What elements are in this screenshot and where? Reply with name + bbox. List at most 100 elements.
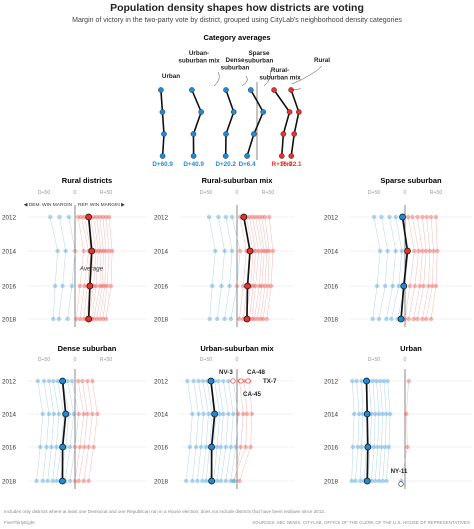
district-point xyxy=(259,283,264,289)
district-point xyxy=(101,248,106,254)
district-point xyxy=(56,316,62,322)
district-point xyxy=(183,478,189,484)
district-point xyxy=(376,411,382,417)
x-tick-label: 0 xyxy=(404,190,407,196)
district-point xyxy=(370,316,375,322)
district-point xyxy=(223,214,229,220)
district-point xyxy=(267,214,272,220)
average-point xyxy=(158,87,164,93)
district-point xyxy=(67,444,73,450)
district-trace xyxy=(234,380,244,482)
district-point xyxy=(82,214,87,220)
district-point xyxy=(110,248,115,254)
district-trace xyxy=(83,216,92,320)
district-point xyxy=(82,444,87,450)
district-point xyxy=(63,248,68,254)
district-point xyxy=(97,214,103,220)
district-trace xyxy=(378,380,383,482)
annotated-point xyxy=(230,378,236,384)
panel-title: Dense suburban xyxy=(58,344,117,353)
district-trace xyxy=(102,216,110,320)
average-point xyxy=(246,247,254,255)
district-point xyxy=(106,248,112,254)
district-point xyxy=(386,444,392,450)
year-label: 2014 xyxy=(2,412,17,419)
district-point xyxy=(196,378,201,384)
district-point xyxy=(223,444,229,450)
average-point xyxy=(260,109,267,115)
district-point xyxy=(228,478,233,484)
district-trace xyxy=(69,380,79,482)
average-line xyxy=(160,89,165,157)
averages-title: Category averages xyxy=(203,33,270,42)
average-point xyxy=(296,109,302,115)
district-point xyxy=(237,248,243,254)
average-line xyxy=(87,216,93,320)
district-point xyxy=(203,444,209,450)
x-tick-label: D+50 xyxy=(200,357,213,363)
district-trace xyxy=(47,380,55,482)
district-point xyxy=(85,378,90,384)
district-trace xyxy=(74,380,84,482)
district-trace xyxy=(360,380,364,482)
district-point xyxy=(373,411,378,417)
district-point xyxy=(241,283,246,289)
district-point xyxy=(236,411,241,417)
average-line xyxy=(273,89,291,157)
district-point xyxy=(35,378,40,384)
district-point xyxy=(206,411,211,417)
district-point xyxy=(374,283,380,289)
average-series-rural: R+22.1 Rural xyxy=(281,57,330,168)
district-point xyxy=(426,283,431,289)
x-tick-label: R+50 xyxy=(100,190,113,196)
district-point xyxy=(243,444,248,450)
district-point xyxy=(378,378,383,384)
district-trace xyxy=(224,216,233,320)
district-point xyxy=(405,214,411,220)
average-point xyxy=(363,410,371,418)
district-point xyxy=(410,214,415,220)
district-point xyxy=(427,248,432,254)
district-panels: Rural districts D+50 0 R+50 ◀ DEM. WIN MARGI… xyxy=(2,176,472,489)
district-point xyxy=(389,316,394,322)
district-point xyxy=(420,316,425,322)
district-trace xyxy=(374,380,380,482)
district-trace xyxy=(79,216,89,320)
district-trace xyxy=(386,216,396,320)
label-leader xyxy=(291,87,301,91)
district-point xyxy=(249,316,255,322)
district-point xyxy=(253,214,258,220)
district-point xyxy=(193,444,199,450)
district-point xyxy=(77,444,83,450)
average-series-urban: D+60.9 Urban xyxy=(152,73,180,168)
district-point xyxy=(384,316,389,322)
label-leader xyxy=(263,69,271,87)
district-point xyxy=(412,283,418,289)
x-tick-label: 0 xyxy=(74,190,77,196)
district-point xyxy=(91,444,96,450)
district-point xyxy=(229,214,235,220)
average-point xyxy=(251,131,257,137)
average-point xyxy=(222,153,229,159)
district-point xyxy=(196,411,201,417)
average-point xyxy=(88,247,96,255)
district-point xyxy=(86,444,91,450)
district-point xyxy=(264,248,269,254)
district-point xyxy=(384,411,389,417)
year-label: 2014 xyxy=(154,412,169,419)
district-point xyxy=(393,214,398,220)
district-point xyxy=(102,283,107,289)
district-trace xyxy=(233,380,248,482)
district-point xyxy=(94,316,99,322)
average-point xyxy=(207,377,215,385)
district-trace xyxy=(245,216,254,320)
panel-sparse-suburban: Sparse suburban D+50 0 R+50 2012 2014 2016 2018 xyxy=(324,176,472,327)
district-point xyxy=(428,316,434,322)
district-trace xyxy=(64,380,75,482)
year-label: 2014 xyxy=(154,249,169,256)
district-point xyxy=(34,478,39,484)
label-leader xyxy=(213,71,220,87)
district-point xyxy=(381,378,387,384)
district-point xyxy=(57,214,62,220)
panel-urban: Urban D+50 0 2012 2014 2016 2018 NY-11 xyxy=(324,344,472,489)
